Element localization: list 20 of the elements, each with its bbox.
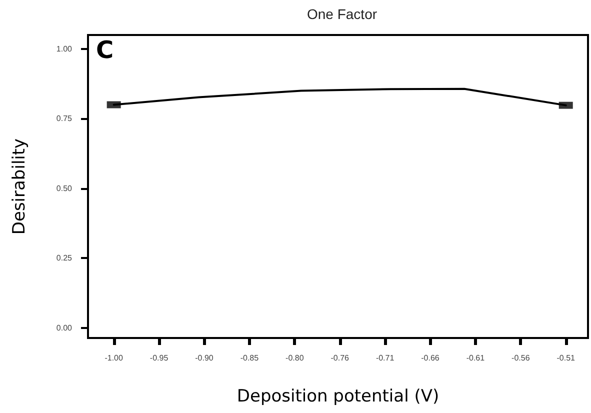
x-tick-label: -0.80 [286, 354, 304, 362]
x-tick-label: -0.61 [466, 354, 486, 362]
y-tick-label: 0.25 [56, 254, 73, 263]
x-tick-label: -0.85 [240, 354, 260, 362]
y-tick-label: 0.75 [56, 114, 73, 124]
x-tick-label: -0.95 [150, 354, 169, 362]
y-tick-label: 0.00 [56, 323, 73, 332]
y-axis-title: Desirability [10, 138, 30, 235]
x-axis-title: Deposition potential (V) [236, 386, 440, 406]
x-tick-label: -0.71 [376, 354, 395, 362]
x-tick-label: -0.56 [512, 354, 530, 362]
annotation: C [96, 36, 114, 64]
x-tick-label: -0.90 [195, 354, 214, 362]
chart-title: One Factor [306, 6, 378, 22]
y-tick-label: 1.00 [56, 44, 73, 54]
x-tick-label: -0.76 [330, 354, 350, 362]
y-tick-label: 0.50 [56, 184, 73, 193]
x-tick-label: -1.00 [104, 354, 124, 362]
x-tick-label: -0.66 [421, 354, 440, 362]
x-tick-label: -0.51 [556, 354, 576, 362]
